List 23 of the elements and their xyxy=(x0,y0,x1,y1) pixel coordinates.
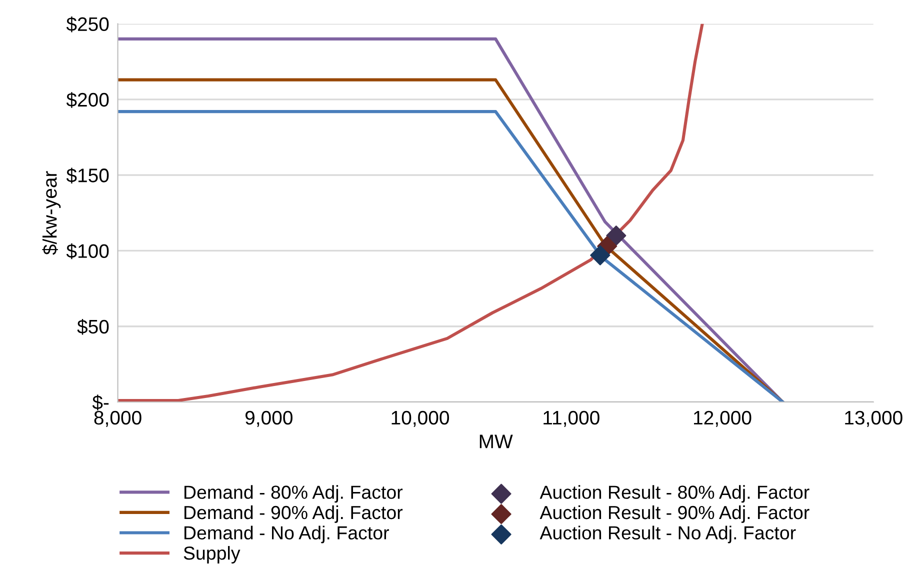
point xyxy=(606,226,626,246)
x-tick-label: 8,000 xyxy=(94,410,142,427)
legend-label: Auction Result - No Adj. Factor xyxy=(540,526,796,544)
x-tick-label: 11,000 xyxy=(544,410,600,427)
x-tick-label: 13,000 xyxy=(845,410,902,427)
legend-label: Supply xyxy=(184,546,240,564)
legend-label: Demand - 80% Adj. Factor xyxy=(184,485,403,503)
y-tick-label: $100 xyxy=(66,243,109,260)
x-tick-label: 12,000 xyxy=(694,410,752,427)
y-tick-label: $200 xyxy=(66,92,109,108)
legend-label: Auction Result - 90% Adj. Factor xyxy=(540,505,810,523)
x-tick-label: 10,000 xyxy=(392,410,449,427)
y-tick-label: $- xyxy=(92,394,109,410)
y-tick-label: $150 xyxy=(66,168,109,184)
y-tick-label: $250 xyxy=(66,16,109,32)
x-tick-label: 9,000 xyxy=(245,410,292,427)
point xyxy=(590,245,610,266)
y-axis-title: $/kw-year xyxy=(42,171,61,255)
legend-label: Auction Result - 80% Adj. Factor xyxy=(540,485,810,503)
legend-label: Demand - No Adj. Factor xyxy=(184,526,389,544)
x-axis-title: MW xyxy=(480,434,513,448)
y-tick-label: $50 xyxy=(77,319,109,335)
legend-label: Demand - 90% Adj. Factor xyxy=(184,505,403,523)
